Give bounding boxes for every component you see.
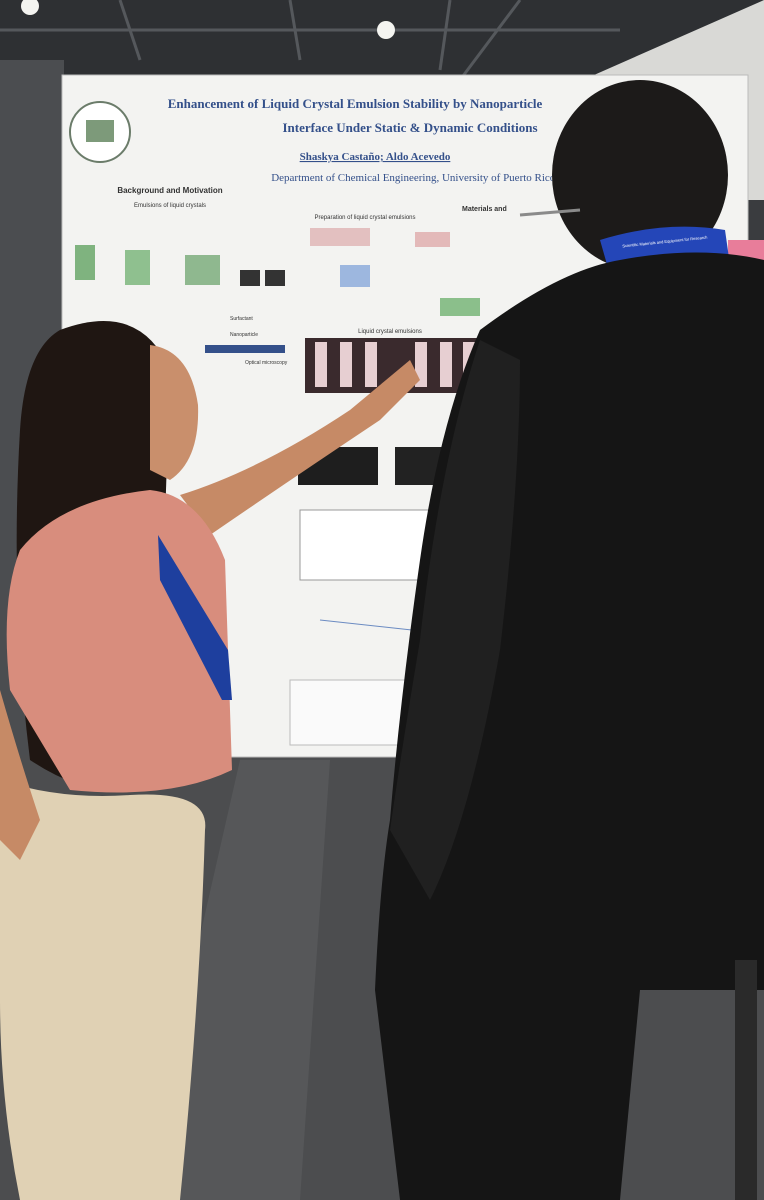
logo-building xyxy=(86,120,114,142)
poster-band xyxy=(205,345,285,353)
lanyard xyxy=(158,535,232,700)
section-subheading: Preparation of liquid crystal emulsions xyxy=(314,215,415,221)
poster-authors: Shaskya Castaño; Aldo Acevedo xyxy=(300,151,451,163)
section-subheading: Liquid crystal emulsions xyxy=(358,329,422,335)
head xyxy=(552,80,728,270)
poster-label: Optical microscopy xyxy=(245,360,288,366)
stand-pole xyxy=(735,960,757,1200)
poster-label: Surfactant xyxy=(230,316,253,322)
poster-title: Enhancement of Liquid Crystal Emulsion S… xyxy=(168,96,543,111)
ceiling-truss xyxy=(0,0,620,81)
poster-title: Interface Under Static & Dynamic Conditi… xyxy=(282,120,537,135)
section-subheading: Emulsions of liquid crystals xyxy=(134,203,206,209)
ceiling-light xyxy=(377,21,395,39)
pants xyxy=(0,780,206,1200)
face xyxy=(150,345,199,480)
hand xyxy=(0,690,40,860)
sleeve xyxy=(390,340,520,900)
poster-affiliation: Department of Chemical Engineering, Univ… xyxy=(271,172,569,184)
section-heading: Materials and xyxy=(462,206,507,213)
ceiling-light xyxy=(21,0,39,15)
poster-label: Nanoparticle xyxy=(230,332,258,338)
arm xyxy=(180,360,420,535)
glasses xyxy=(519,208,581,217)
section-heading: Background and Motivation xyxy=(117,186,222,195)
